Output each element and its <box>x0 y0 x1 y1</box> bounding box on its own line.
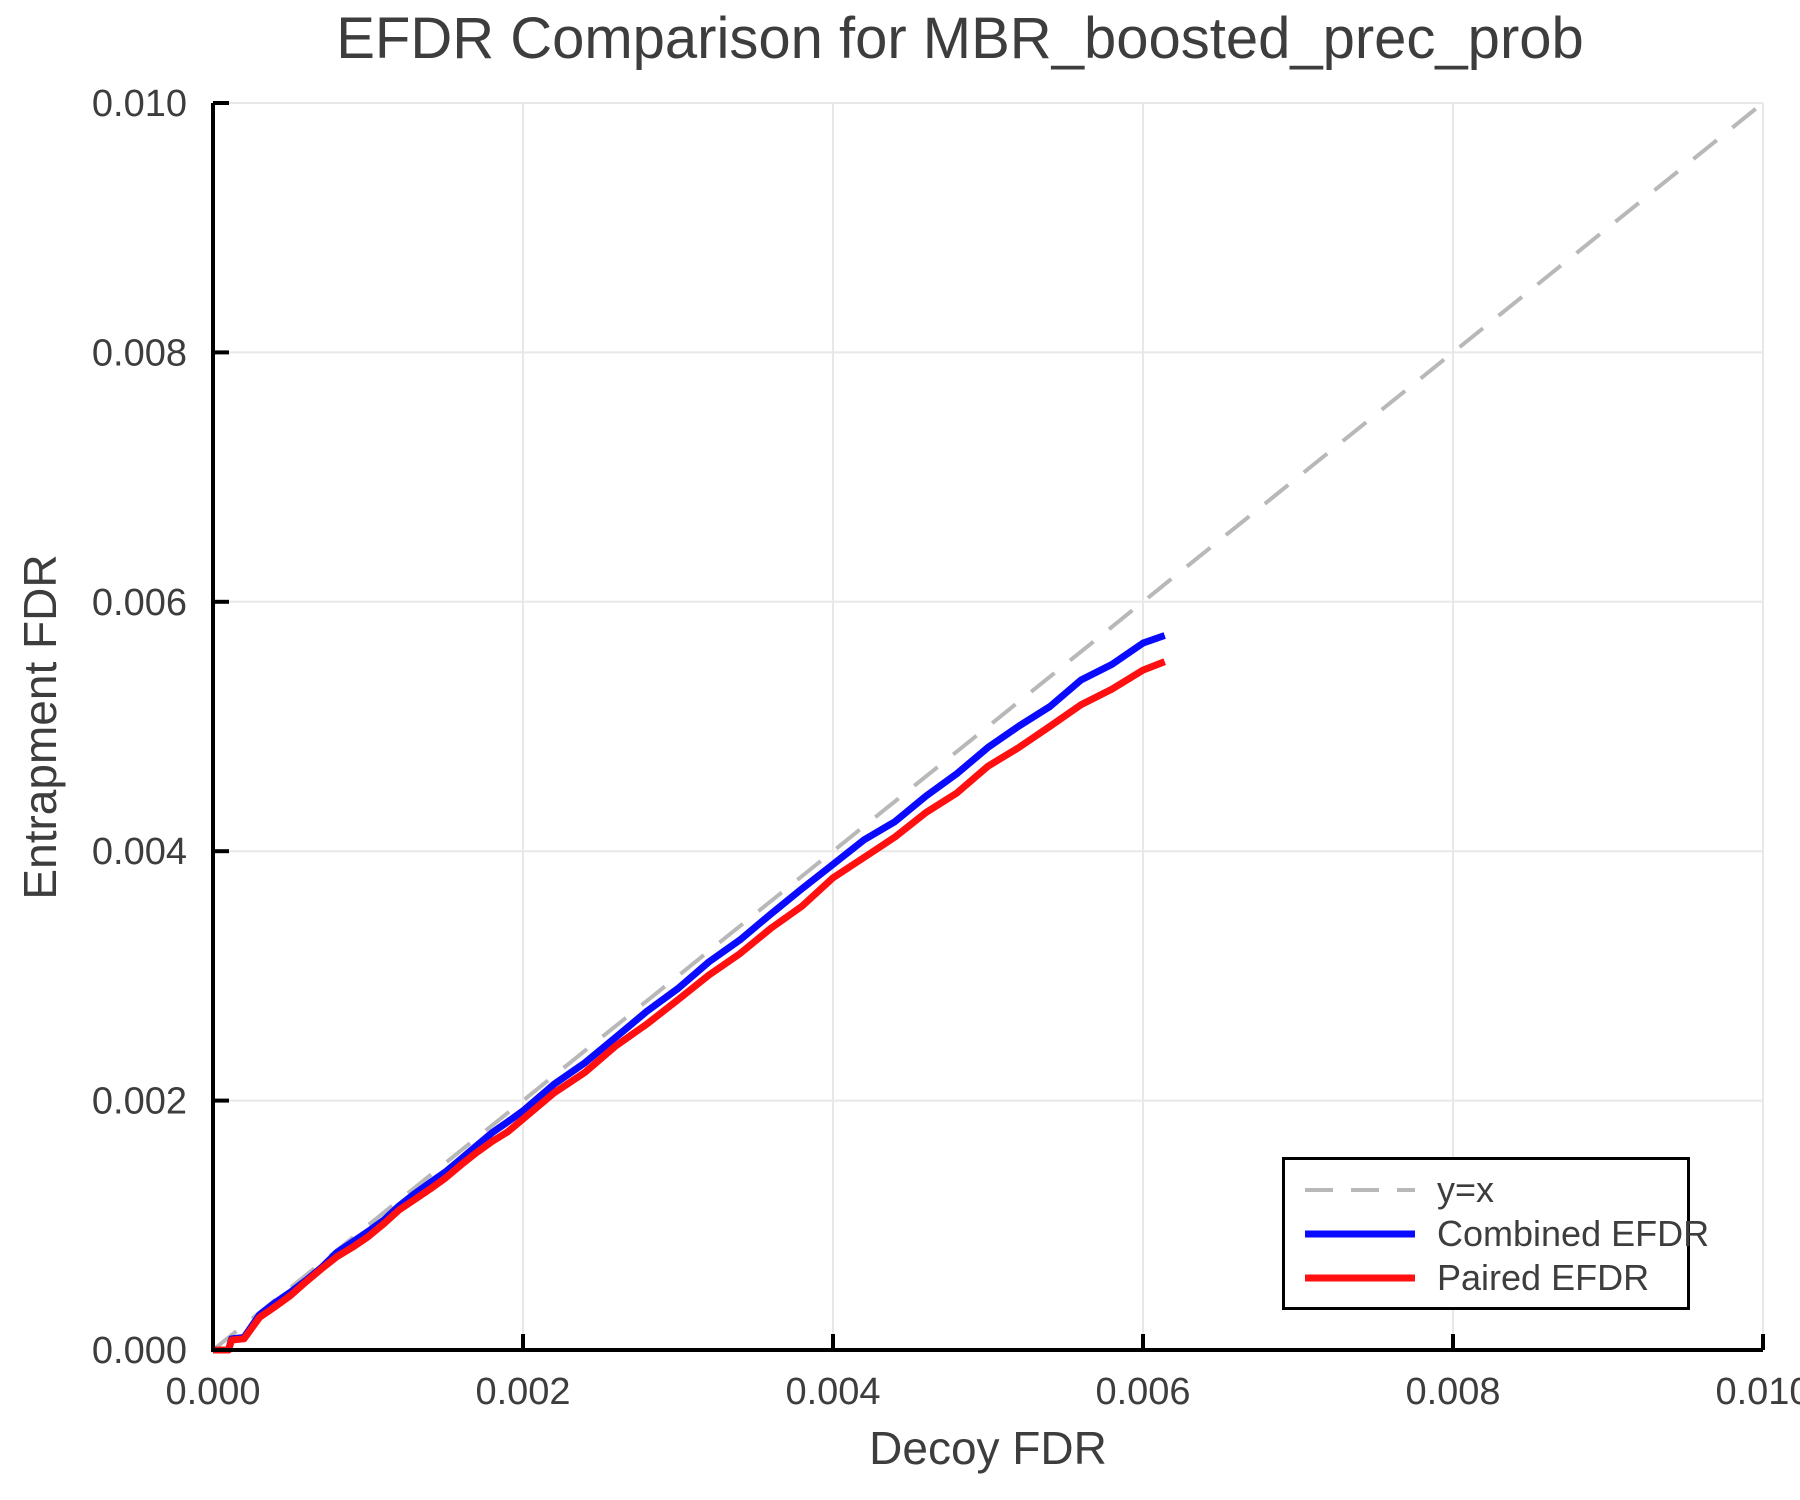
y-tick-label: 0.004 <box>92 831 187 873</box>
x-tick-label: 0.002 <box>475 1371 570 1413</box>
x-axis-label: Decoy FDR <box>869 1422 1107 1474</box>
axes-spines-and-ticks <box>211 101 1765 1352</box>
legend-label: Paired EFDR <box>1437 1256 1650 1298</box>
y-tick-label: 0.006 <box>92 582 187 624</box>
dashed-line-swatch <box>1305 1187 1415 1192</box>
legend-item-y-equals-x: y=x <box>1305 1168 1687 1212</box>
gridlines <box>213 102 1764 1350</box>
chart-title: EFDR Comparison for MBR_boosted_prec_pro… <box>336 6 1584 71</box>
y-tick-label: 0.000 <box>92 1330 187 1372</box>
tick-labels: 0.000 0.002 0.004 0.006 0.008 0.010 0.000 0.002… <box>92 83 1800 1413</box>
x-tick-label: 0.008 <box>1405 1371 1500 1413</box>
legend-box: y=x Combined EFDR Paired EFDR <box>1282 1157 1709 1310</box>
x-tick-label: 0.000 <box>165 1371 260 1413</box>
legend-item-paired-efdr: Paired EFDR <box>1305 1256 1687 1300</box>
series-line-paired-efdr <box>213 658 1166 1354</box>
x-tick-label: 0.004 <box>785 1371 880 1413</box>
y-tick-label: 0.008 <box>92 332 187 374</box>
y-axis-label: Entrapment FDR <box>14 554 66 899</box>
legend-item-combined-efdr: Combined EFDR <box>1305 1212 1709 1256</box>
y-tick-label: 0.010 <box>92 83 187 125</box>
legend-label: Combined EFDR <box>1437 1212 1710 1254</box>
red-line-swatch <box>1305 1274 1415 1281</box>
series-lines <box>213 632 1166 1354</box>
x-tick-label: 0.006 <box>1095 1371 1190 1413</box>
series-line-y-x <box>211 101 1765 1352</box>
x-tick-label: 0.010 <box>1715 1371 1800 1413</box>
y-tick-label: 0.002 <box>92 1081 187 1123</box>
blue-line-swatch <box>1305 1230 1415 1237</box>
legend-label: y=x <box>1437 1168 1495 1210</box>
reference-line-group <box>211 101 1765 1352</box>
